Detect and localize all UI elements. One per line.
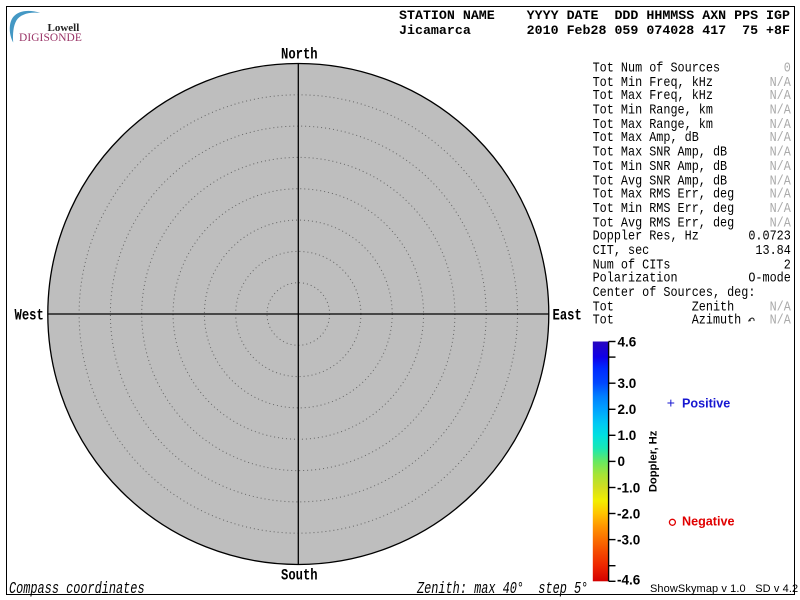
svg-text:Positive: Positive [682,396,730,410]
svg-text:-4.6: -4.6 [617,573,641,588]
svg-text:1.0: 1.0 [618,428,637,443]
svg-text:Doppler, Hz: Doppler, Hz [648,430,660,492]
svg-text:2.0: 2.0 [618,402,637,417]
svg-text:-3.0: -3.0 [617,532,640,547]
svg-text:-2.0: -2.0 [617,506,640,521]
svg-text:Negative: Negative [682,514,735,528]
svg-text:4.6: 4.6 [618,334,637,349]
svg-text:-1.0: -1.0 [617,480,640,495]
svg-text:+: + [667,395,675,411]
svg-text:0: 0 [618,454,626,469]
svg-text:3.0: 3.0 [618,376,637,391]
